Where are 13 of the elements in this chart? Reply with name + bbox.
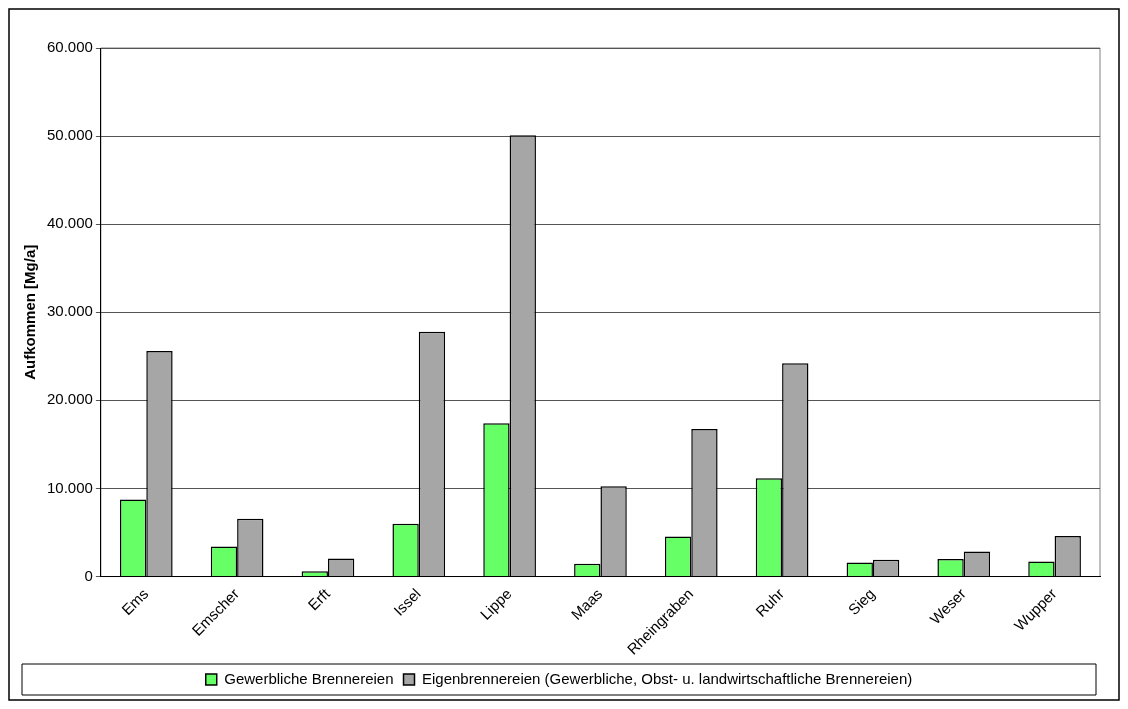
y-tick-label: 40.000 bbox=[46, 214, 93, 232]
y-tick-label: 50.000 bbox=[46, 126, 93, 144]
y-tick-label: 0 bbox=[84, 566, 93, 584]
y-tick-label: 10.000 bbox=[46, 478, 93, 496]
x-tick-label: Sieg bbox=[844, 584, 878, 619]
legend-label: Eigenbrennereien (Gewerbliche, Obst- u. landwirtschaftliche Brennereien) bbox=[422, 669, 913, 687]
legend-label: Gewerbliche Brennereien bbox=[224, 669, 394, 687]
y-tick-label: 60.000 bbox=[46, 38, 93, 56]
y-axis-title: Aufkommen [Mg/a] bbox=[21, 244, 39, 380]
x-tick-label: Ems bbox=[118, 584, 152, 619]
y-tick-label: 20.000 bbox=[46, 390, 93, 408]
y-tick-label: 30.000 bbox=[46, 302, 93, 320]
x-tick-label: Erft bbox=[304, 584, 334, 614]
